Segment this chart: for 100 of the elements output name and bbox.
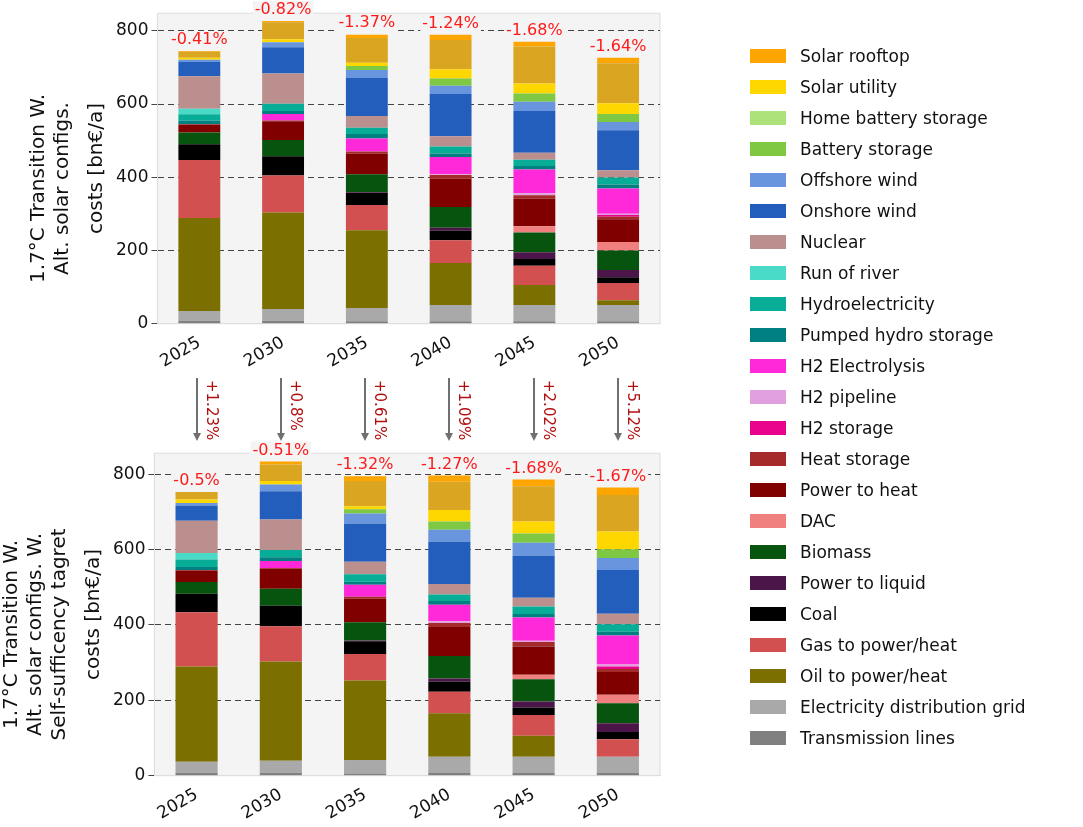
bar xyxy=(512,773,555,776)
bar xyxy=(429,34,472,40)
bar xyxy=(596,495,639,532)
text: +1.09% xyxy=(455,380,474,441)
bar xyxy=(345,134,388,139)
annotation: -1.68% xyxy=(506,19,563,39)
bar xyxy=(512,597,555,607)
bar xyxy=(345,321,388,324)
y-tick-label: 400 xyxy=(112,613,146,634)
bar xyxy=(512,715,555,736)
bar xyxy=(429,305,472,322)
bar xyxy=(259,605,302,627)
bar xyxy=(512,756,555,774)
bar xyxy=(259,661,302,761)
bar xyxy=(262,47,305,74)
bar xyxy=(178,114,221,121)
bar xyxy=(175,666,218,762)
bar xyxy=(596,723,639,732)
bar xyxy=(345,65,388,70)
y-tick-label: 200 xyxy=(115,238,149,259)
bar xyxy=(428,691,471,714)
bar xyxy=(345,116,388,128)
bar xyxy=(513,83,556,94)
bar xyxy=(597,321,640,324)
bar xyxy=(262,113,305,121)
bar xyxy=(344,680,387,760)
bar xyxy=(428,600,471,605)
bar xyxy=(596,624,639,632)
bar xyxy=(428,521,471,530)
bar xyxy=(429,146,472,154)
bar xyxy=(512,735,555,757)
y-tick-label: 400 xyxy=(115,165,149,186)
bar xyxy=(428,475,471,482)
text: 1.7°C Transition W. Alt. solar configs. xyxy=(25,93,74,284)
bar xyxy=(345,62,388,66)
legend-label: Onshore wind xyxy=(800,200,917,221)
bar xyxy=(178,76,221,109)
bar xyxy=(429,230,472,241)
annotation: -1.24% xyxy=(422,12,479,32)
bar xyxy=(259,464,302,482)
bar xyxy=(345,34,388,39)
bar xyxy=(597,242,640,251)
legend-label: Power to heat xyxy=(800,479,918,500)
bar xyxy=(512,606,555,615)
bar xyxy=(429,321,472,324)
bar xyxy=(429,178,472,207)
bar xyxy=(429,240,472,263)
bar xyxy=(597,121,640,131)
bar xyxy=(429,262,472,306)
bar xyxy=(178,61,221,77)
legend-label: Biomass xyxy=(800,541,872,562)
bar xyxy=(428,678,471,682)
bar xyxy=(513,41,556,47)
bar xyxy=(262,212,305,310)
bar xyxy=(513,265,556,285)
bar xyxy=(262,121,305,140)
bar xyxy=(513,152,556,160)
bar xyxy=(512,486,555,522)
text: +1.23% xyxy=(202,380,221,441)
y-axis-title: costs [bn€/a] xyxy=(80,548,105,680)
bar xyxy=(259,588,302,606)
bar xyxy=(262,22,305,40)
bar xyxy=(512,617,555,641)
bar xyxy=(596,694,639,704)
bar xyxy=(344,759,387,774)
bar xyxy=(596,773,639,776)
legend-label: Transmission lines xyxy=(800,727,955,748)
bar xyxy=(512,521,555,534)
bar xyxy=(596,569,639,614)
bar xyxy=(597,250,640,270)
bar xyxy=(429,69,472,79)
bar xyxy=(596,631,639,636)
bar xyxy=(345,205,388,231)
bar xyxy=(345,69,388,79)
bar xyxy=(175,570,218,583)
bar xyxy=(175,593,218,613)
legend-label: Coal xyxy=(800,603,838,624)
annotation: -1.67% xyxy=(589,465,647,485)
bar xyxy=(345,127,388,135)
bar xyxy=(259,626,302,662)
bar xyxy=(178,124,221,133)
bar xyxy=(175,520,218,554)
bar xyxy=(596,531,639,550)
bar xyxy=(345,153,388,175)
bar xyxy=(345,38,388,63)
bar xyxy=(597,269,640,278)
bar xyxy=(513,110,556,153)
bar xyxy=(513,101,556,111)
legend-label: Offshore wind xyxy=(800,169,918,190)
bar xyxy=(596,549,639,558)
bar xyxy=(597,177,640,185)
bar xyxy=(597,57,640,64)
bar xyxy=(597,113,640,122)
legend-label: Pumped hydro storage xyxy=(800,324,994,345)
bar xyxy=(178,132,221,145)
bar xyxy=(344,481,387,507)
bar xyxy=(597,103,640,114)
bar xyxy=(428,756,471,774)
annotation: -1.27% xyxy=(421,453,478,473)
bar xyxy=(259,461,302,465)
